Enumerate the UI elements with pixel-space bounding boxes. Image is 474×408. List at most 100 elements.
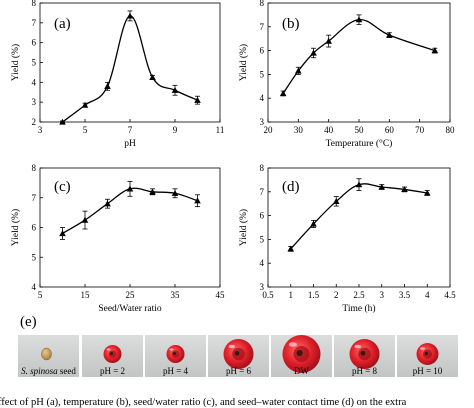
y-axis-title: Yield (%) [238,44,249,81]
data-point [310,220,317,227]
x-tick-label: 60 [385,125,395,135]
data-point [295,67,302,74]
panel-letter: (a) [54,16,71,32]
data-point [378,183,386,190]
series-line [282,19,436,94]
data-point [279,90,287,97]
seed-center [234,350,240,356]
photo-cell: DW [271,335,332,377]
data-point [423,189,431,196]
x-tick-label: 20 [264,125,274,135]
seed-center [296,350,303,357]
gel-highlight [228,344,236,349]
x-tick-label: 15 [81,290,91,300]
panel-letter: (d) [282,179,300,195]
data-point [149,74,156,81]
x-tick-label: 30 [294,125,304,135]
photo-label-rest: seed [58,366,77,376]
y-tick-label: 5 [32,58,37,68]
data-point [386,31,393,38]
data-point [194,96,201,103]
data-point [355,181,363,188]
y-tick-label: 5 [260,69,265,79]
data-point [59,230,66,237]
seed-center [360,350,366,356]
y-tick-label: 4 [32,282,37,292]
panel-letter: (c) [54,179,71,195]
x-axis-title: Seed/Water ratio [98,304,162,314]
y-tick-label: 6 [32,38,37,48]
photo-panel-e: (e) S. spinosa seed pH = 2 pH = 4 pH = 6 DW p… [18,314,458,377]
data-point [104,83,111,89]
x-tick-label: 70 [415,125,425,135]
chart-panel-d: 0.5 1 1.5 2 2.5 3 3.5 4 4.5 3 4 5 6 7 8 Time (h) Yield (… [238,163,456,314]
y-tick-label: 3 [32,97,37,107]
gel-highlight [420,347,425,350]
y-tick-label: 6 [260,46,265,56]
x-tick-label: 50 [355,125,365,135]
x-axis-title: Temperature (°C) [326,138,393,149]
data-point [401,186,408,193]
x-tick-label: 3 [380,290,385,300]
y-tick-label: 3 [260,282,265,292]
y-tick-label: 8 [32,0,37,8]
chart-panel-b: 20 30 40 50 60 70 80 3 4 5 6 7 8 Temperature (°C) Yiel… [238,0,455,149]
data-point [81,101,89,108]
photo-cell: pH = 8 [334,335,395,377]
photo-label: pH = 8 [352,366,378,376]
y-tick-label: 8 [32,163,37,173]
photo-cell: pH = 10 [397,335,458,377]
figure-caption: ffect of pH (a), temperature (b), seed/w… [0,397,407,408]
y-axis-title: Yield (%) [10,209,21,246]
y-tick-label: 4 [260,258,265,268]
x-tick-label: 35 [171,290,181,300]
x-tick-label: 4 [425,290,430,300]
gel-highlight [354,344,362,349]
seed-center [173,352,177,356]
x-tick-label: 5 [83,125,88,135]
data-point [431,47,439,54]
photo-cell: pH = 6 [208,335,269,377]
x-tick-label: 3.5 [399,290,411,300]
x-tick-label: 45 [216,290,226,300]
data-point [171,189,179,196]
x-tick-label: 1 [289,290,294,300]
x-axis-title: pH [124,139,136,149]
data-point [149,188,156,195]
x-tick-label: 4.5 [444,290,456,300]
seed-center [110,352,114,356]
data-point [81,216,89,223]
photo-label: pH = 4 [163,366,189,376]
panel-e-letter: (e) [20,314,37,330]
photo-cell: pH = 2 [82,335,143,377]
y-tick-label: 4 [260,93,265,103]
photo-label: DW [294,366,309,376]
y-tick-label: 2 [32,117,37,127]
y-axis-title: Yield (%) [238,209,249,246]
y-axis-title: Yield (%) [10,44,21,81]
gel-highlight [288,342,298,347]
x-tick-label: 80 [446,125,456,135]
y-tick-label: 4 [32,77,37,87]
photo-label: pH = 10 [413,366,443,376]
y-tick-label: 5 [260,234,265,244]
data-point [126,185,134,192]
x-axis-title: Time (h) [342,303,375,314]
photo-label: pH = 6 [226,366,252,376]
gel-highlight [169,348,174,351]
data-point [59,118,66,125]
data-point [355,16,363,23]
photo-label-italic: S. spinosa [21,366,58,376]
data-point [332,198,340,204]
photo-label: pH = 2 [100,366,125,376]
data-point [325,37,332,44]
y-tick-label: 7 [32,18,37,28]
y-tick-label: 6 [32,223,37,233]
panel-letter: (b) [282,16,300,32]
data-point [194,197,201,204]
x-tick-label: 0.5 [262,290,274,300]
y-tick-label: 8 [260,163,265,173]
series-line [290,183,428,250]
